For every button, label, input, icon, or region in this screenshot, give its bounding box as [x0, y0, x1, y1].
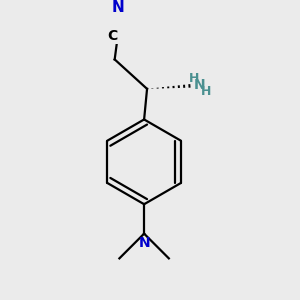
Text: N: N: [111, 0, 124, 14]
Text: H: H: [201, 85, 211, 98]
Text: N: N: [138, 236, 150, 250]
Text: C: C: [107, 29, 118, 43]
Text: H: H: [189, 72, 199, 85]
Text: N: N: [194, 78, 206, 92]
